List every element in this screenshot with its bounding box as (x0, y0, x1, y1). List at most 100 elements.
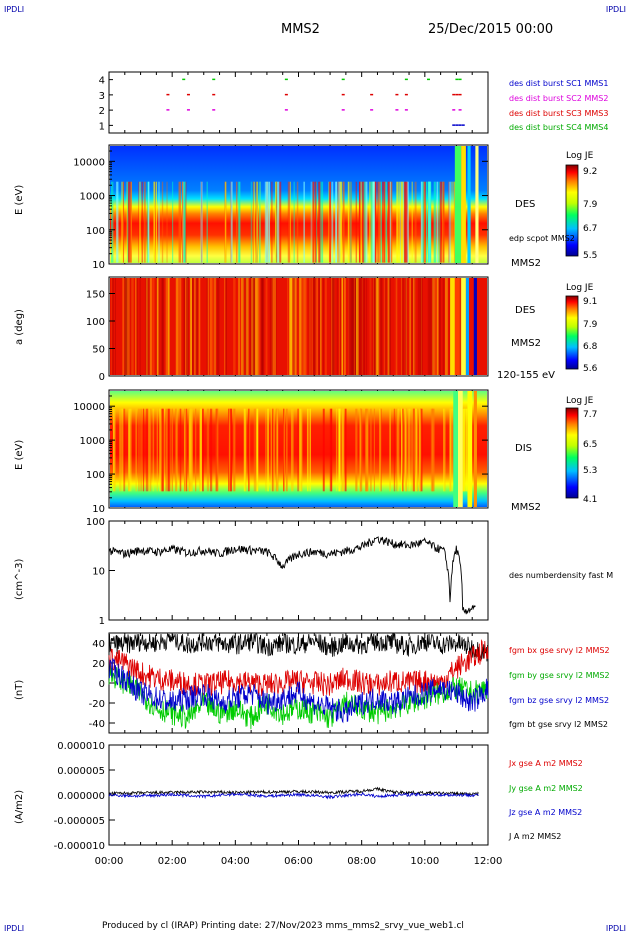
des-pitch-stripe (127, 278, 129, 375)
dis-energy-stripe (253, 408, 257, 492)
dis-energy-stripe (228, 408, 230, 492)
des-energy-stripe (429, 181, 432, 263)
density-legend: des numberdensity fast M (509, 571, 614, 580)
des-pitch-tail-band (454, 278, 460, 375)
x-tick-label: 08:00 (347, 856, 376, 867)
des-energy-stripe (358, 181, 361, 263)
des-energy-stripe (312, 181, 315, 263)
des-energy-stripe (350, 181, 352, 263)
dis-energy-stripe (272, 408, 275, 492)
dis-energy-stripe (206, 408, 210, 492)
des-energy-stripe (182, 181, 184, 263)
des-energy-stripe (321, 181, 324, 263)
current-line-1 (108, 791, 479, 800)
x-tick-label: 04:00 (221, 856, 250, 867)
des-pitch-stripe (252, 278, 255, 375)
dis-energy-stripe (161, 408, 163, 492)
x-tick-label: 10:00 (410, 856, 439, 867)
des-pitch-stripe (376, 278, 380, 375)
des-energy-stripe (141, 181, 143, 263)
dis-energy-stripe (407, 408, 410, 492)
x-tick-label: 02:00 (158, 856, 187, 867)
dis-energy-stripe (229, 408, 231, 492)
des-energy-stripe (259, 181, 261, 263)
dis-energy-stripe (128, 408, 131, 492)
des-energy-stripe (256, 181, 259, 263)
burst-legend-mms2: des dist burst SC2 MMS2 (509, 94, 609, 103)
burst-mark (284, 109, 288, 111)
current-ytick-label: -0.000010 (54, 841, 105, 852)
corner-label-bottom-left: IPDLI (4, 924, 25, 933)
des-energy-scpot-label: edp scpot MMS2 (509, 234, 575, 243)
des-energy-stripe (377, 181, 379, 263)
burst-mark (452, 124, 456, 126)
burst-mark (458, 124, 462, 126)
des-pitch-stripe (147, 278, 150, 375)
des-pitch-stripe (401, 278, 403, 375)
des-energy-stripe (296, 181, 299, 263)
des-energy-instrument: DES (515, 199, 536, 210)
des-pitch-stripe (429, 278, 432, 375)
des-energy-stripe (185, 181, 187, 263)
des-pitch-stripe (385, 278, 387, 375)
des-energy-stripe (148, 181, 150, 263)
dis-energy-stripe (338, 408, 341, 492)
des-pitch-cbar-title: Log JE (566, 283, 594, 293)
dis-energy-stripe (379, 408, 382, 492)
des-energy-stripe (156, 181, 157, 263)
dis-energy-stripe (397, 408, 400, 492)
des-pitch-stripe (193, 278, 197, 375)
des-energy-stripe (224, 181, 227, 263)
des-pitch-stripe (139, 278, 141, 375)
des-pitch-stripe (289, 278, 292, 375)
dis-energy-stripe (412, 408, 415, 492)
dis-energy-stripe (408, 408, 411, 492)
des-energy-stripe (399, 181, 401, 263)
des-pitch-stripe (249, 278, 253, 375)
burst-ytick-label: 2 (99, 106, 105, 117)
des-pitch-stripe (185, 278, 187, 375)
des-energy-stripe (453, 181, 456, 263)
dis-energy-stripe (309, 408, 311, 492)
dis-energy-stripe (291, 408, 294, 492)
dis-energy-spacecraft: MMS2 (511, 502, 541, 513)
dis-energy-stripe (410, 408, 413, 492)
fgm-ytick-label: 0 (99, 679, 105, 690)
dis-energy-instrument: DIS (515, 443, 532, 454)
dis-energy-stripe (366, 408, 369, 492)
density-line (108, 536, 476, 615)
des-pitch-stripe (214, 278, 216, 375)
des-pitch-stripe (373, 278, 376, 375)
fgm-ytick-label: 40 (92, 639, 105, 650)
burst-mark (212, 109, 216, 111)
fgm-ylabel: (nT) (14, 679, 25, 700)
des-pitch-stripe (388, 278, 391, 375)
des-energy-stripe (453, 181, 455, 263)
des-energy-ytick-label: 10000 (73, 157, 105, 168)
dis-energy-stripe (248, 408, 250, 492)
dis-energy-tail-band (457, 391, 463, 507)
burst-ytick-label: 4 (99, 76, 105, 87)
dis-energy-stripe (443, 408, 445, 492)
des-pitch-stripe (241, 278, 244, 375)
des-pitch-cbar-tick: 5.6 (583, 364, 598, 374)
current-legend-jz: Jz gse A m2 MMS2 (509, 808, 583, 817)
des-energy-stripe (312, 181, 314, 263)
des-energy-stripe (387, 181, 391, 263)
dis-energy-stripe (185, 408, 188, 492)
spacecraft-title: MMS2 (281, 22, 320, 37)
burst-mark (186, 109, 190, 111)
dis-energy-stripe (229, 408, 232, 492)
des-pitch-stripe (288, 278, 290, 375)
des-energy-stripe (126, 181, 128, 263)
burst-mark (166, 109, 170, 111)
des-pitch-stripe (421, 278, 423, 375)
des-energy-stripe (116, 181, 119, 263)
des-energy-stripe (361, 181, 363, 263)
des-pitch-stripe (332, 278, 335, 375)
dis-energy-stripe (359, 408, 362, 492)
des-energy-stripe (278, 181, 282, 263)
density-ytick-label: 1 (99, 616, 105, 627)
des-pitch-stripe (414, 278, 416, 375)
burst-mark (455, 93, 459, 96)
